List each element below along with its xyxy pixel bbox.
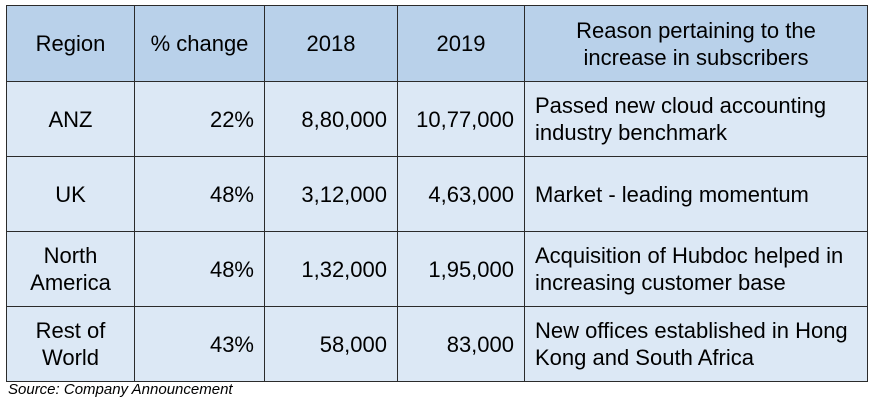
cell-2019: 83,000 — [397, 306, 525, 382]
header-2019: 2019 — [397, 5, 525, 82]
cell-2019: 10,77,000 — [397, 81, 525, 157]
cell-percent-change: 22% — [134, 81, 265, 157]
cell-2019: 4,63,000 — [397, 156, 525, 232]
cell-reason: New offices established in Hong Kong and… — [524, 306, 868, 382]
cell-2018: 58,000 — [264, 306, 398, 382]
cell-2018: 3,12,000 — [264, 156, 398, 232]
header-reason: Reason pertaining to the increase in sub… — [524, 5, 868, 82]
cell-reason: Passed new cloud accounting industry ben… — [524, 81, 868, 157]
cell-2019: 1,95,000 — [397, 231, 525, 307]
header-percent-change: % change — [134, 5, 265, 82]
table-row: Rest of World 43% 58,000 83,000 New offi… — [6, 306, 868, 382]
cell-region: North America — [6, 231, 135, 307]
header-row: Region % change 2018 2019 Reason pertain… — [6, 5, 868, 82]
cell-percent-change: 48% — [134, 156, 265, 232]
cell-reason: Market - leading momentum — [524, 156, 868, 232]
cell-2018: 1,32,000 — [264, 231, 398, 307]
cell-region: UK — [6, 156, 135, 232]
table-row: UK 48% 3,12,000 4,63,000 Market - leadin… — [6, 156, 868, 232]
cell-reason: Acquisition of Hubdoc helped in increasi… — [524, 231, 868, 307]
header-region: Region — [6, 5, 135, 82]
cell-2018: 8,80,000 — [264, 81, 398, 157]
header-2018: 2018 — [264, 5, 398, 82]
cell-percent-change: 43% — [134, 306, 265, 382]
cell-percent-change: 48% — [134, 231, 265, 307]
subscribers-table: Region % change 2018 2019 Reason pertain… — [6, 5, 868, 382]
table-row: ANZ 22% 8,80,000 10,77,000 Passed new cl… — [6, 81, 868, 157]
source-note: Source: Company Announcement — [8, 381, 233, 398]
table-row: North America 48% 1,32,000 1,95,000 Acqu… — [6, 231, 868, 307]
cell-region: Rest of World — [6, 306, 135, 382]
cell-region: ANZ — [6, 81, 135, 157]
